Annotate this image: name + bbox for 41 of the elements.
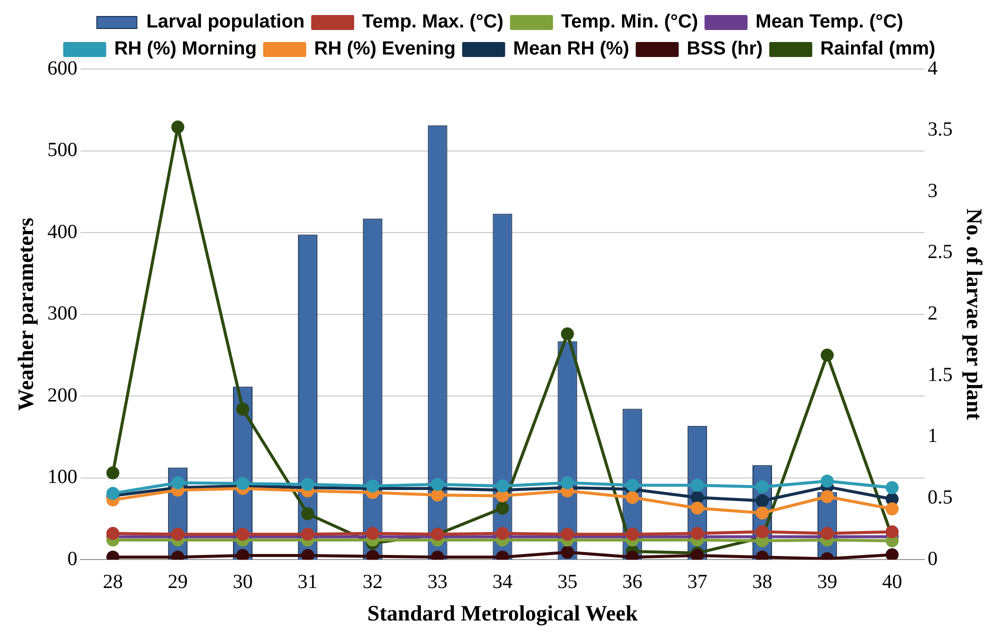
x-tick-label: 39 xyxy=(817,570,838,593)
legend-label: Mean Temp. (°C) xyxy=(756,12,904,33)
legend-label: Temp. Min. (°C) xyxy=(560,12,698,33)
x-tick-label: 38 xyxy=(752,570,772,593)
y2-tick-label: 1.5 xyxy=(928,364,953,386)
y2-tick-label: 1 xyxy=(928,425,938,448)
x-tick-label: 29 xyxy=(168,570,188,593)
y-tick-label: 0 xyxy=(67,548,78,570)
y2-tick-label: 0.5 xyxy=(928,486,953,509)
legend-label: Larval population xyxy=(146,12,305,33)
x-axis-title: Standard Metrological Week xyxy=(367,600,639,626)
legend-label: Rainfal (mm) xyxy=(820,38,936,60)
x-tick-label: 34 xyxy=(492,570,512,593)
x-tick-label: 37 xyxy=(687,570,708,593)
y2-tick-label: 2.5 xyxy=(928,241,953,264)
x-tick-label: 40 xyxy=(882,570,902,593)
x-tick-label: 28 xyxy=(102,570,123,593)
x-tick-label: 36 xyxy=(622,570,642,593)
legend-label: Mean RH (%) xyxy=(513,38,630,60)
y2-tick-label: 3 xyxy=(928,180,938,202)
x-tick-label: 33 xyxy=(428,570,448,593)
y-tick-label: 400 xyxy=(47,220,78,243)
y-tick-label: 200 xyxy=(47,384,78,406)
y-tick-label: 300 xyxy=(47,302,78,325)
legend-label: BSS (hr) xyxy=(686,38,763,60)
y2-tick-label: 2 xyxy=(928,302,938,325)
y2-tick-label: 3.5 xyxy=(928,118,953,141)
y2-tick-label: 4 xyxy=(928,57,938,80)
y-tick-label: 500 xyxy=(47,139,78,162)
y-tick-label: 600 xyxy=(47,57,78,80)
x-tick-label: 32 xyxy=(362,570,383,593)
y-axis-title: Weather parameters xyxy=(12,217,38,411)
y2-tick-label: 0 xyxy=(928,548,938,570)
x-tick-label: 30 xyxy=(232,570,253,593)
y-tick-label: 100 xyxy=(47,466,78,488)
legend-label: RH (%) Evening xyxy=(314,38,456,60)
x-tick-label: 35 xyxy=(557,570,578,593)
legend-label: Temp. Max. (°C) xyxy=(362,12,504,33)
x-tick-label: 31 xyxy=(298,570,318,593)
y2-axis-title: No. of larvae per plant xyxy=(962,208,988,421)
legend-label: RH (%) Morning xyxy=(114,38,257,60)
